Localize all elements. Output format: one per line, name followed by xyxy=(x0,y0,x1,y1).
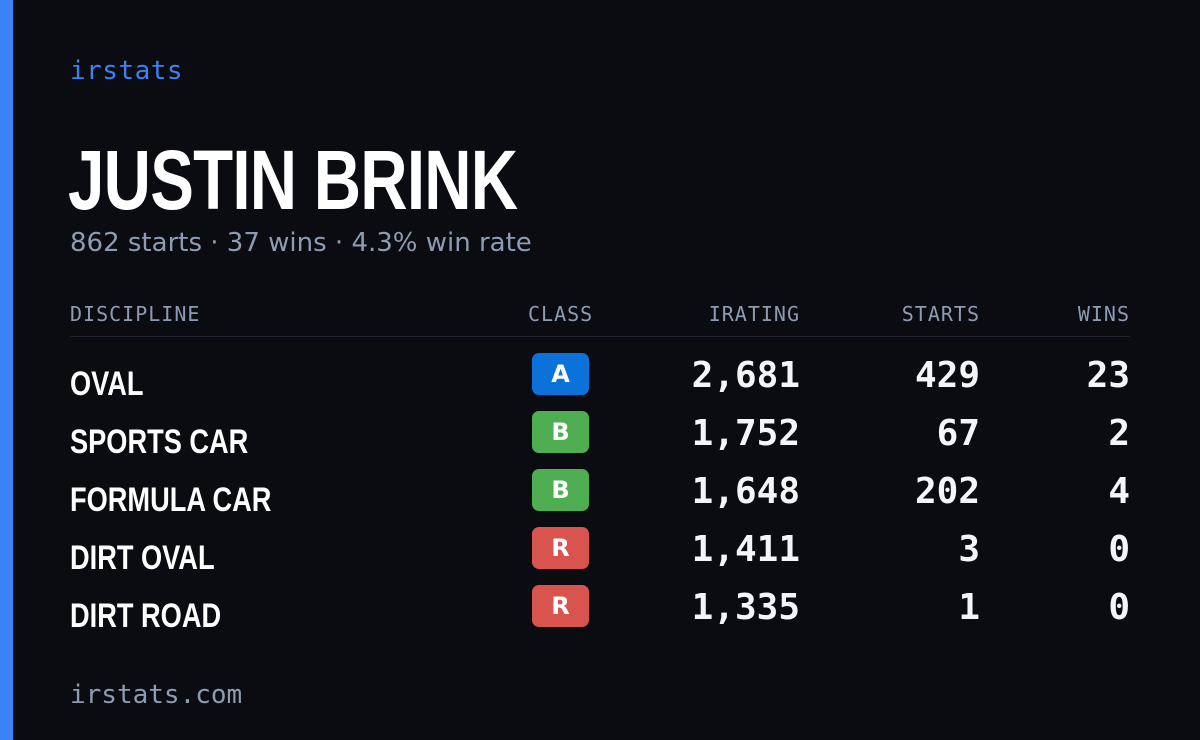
header-wins: WINS xyxy=(1077,302,1130,326)
discipline-name: DIRT ROAD xyxy=(70,597,222,635)
header-discipline: DISCIPLINE xyxy=(70,302,201,326)
table-row: OVAL A 2,681 429 23 xyxy=(70,353,1130,411)
accent-bar xyxy=(0,0,13,740)
player-summary: 862 starts · 37 wins · 4.3% win rate xyxy=(70,228,532,258)
discipline-name: OVAL xyxy=(70,365,144,403)
brand-logo-text[interactable]: irstats xyxy=(70,56,184,86)
table-row: SPORTS CAR B 1,752 67 2 xyxy=(70,411,1130,469)
wins-value: 4 xyxy=(1108,471,1130,512)
starts-value: 1 xyxy=(958,587,980,628)
discipline-name: FORMULA CAR xyxy=(70,481,272,519)
table-row: DIRT OVAL R 1,411 3 0 xyxy=(70,527,1130,585)
header-class: CLASS xyxy=(528,302,594,326)
irating-value: 1,335 xyxy=(691,587,800,628)
irating-value: 1,411 xyxy=(691,529,800,570)
irating-value: 1,752 xyxy=(691,413,800,454)
class-badge: R xyxy=(532,585,589,627)
irating-value: 2,681 xyxy=(691,355,800,396)
footer-url[interactable]: irstats.com xyxy=(70,680,243,710)
player-name: JUSTIN BRINK xyxy=(68,133,518,227)
class-badge: B xyxy=(532,411,589,453)
class-badge: B xyxy=(532,469,589,511)
header-starts: STARTS xyxy=(901,302,980,326)
starts-value: 67 xyxy=(936,413,980,454)
wins-value: 2 xyxy=(1108,413,1130,454)
starts-value: 429 xyxy=(914,355,980,396)
discipline-name: DIRT OVAL xyxy=(70,539,215,577)
header-irating: IRATING xyxy=(708,302,800,326)
starts-value: 3 xyxy=(958,529,980,570)
class-badge: A xyxy=(532,353,589,395)
wins-value: 0 xyxy=(1108,529,1130,570)
wins-value: 23 xyxy=(1086,355,1130,396)
starts-value: 202 xyxy=(914,471,980,512)
table-body: OVAL A 2,681 429 23 SPORTS CAR B 1,752 6… xyxy=(70,337,1130,643)
class-badge: R xyxy=(532,527,589,569)
discipline-name: SPORTS CAR xyxy=(70,423,249,461)
table-row: FORMULA CAR B 1,648 202 4 xyxy=(70,469,1130,527)
table-header: DISCIPLINE CLASS IRATING STARTS WINS xyxy=(70,300,1130,337)
table-row: DIRT ROAD R 1,335 1 0 xyxy=(70,585,1130,643)
irating-value: 1,648 xyxy=(691,471,800,512)
wins-value: 0 xyxy=(1108,587,1130,628)
stats-table: DISCIPLINE CLASS IRATING STARTS WINS OVA… xyxy=(70,300,1130,643)
